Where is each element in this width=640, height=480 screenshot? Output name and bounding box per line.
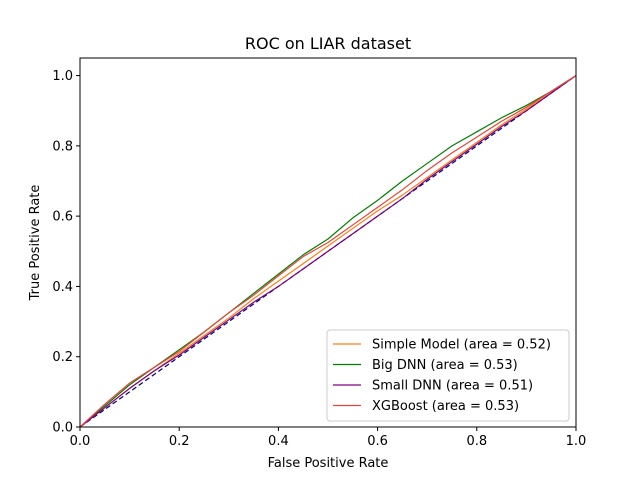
x-axis: 0.0 0.2 0.4 0.6 0.8 1.0 — [70, 427, 587, 449]
legend-label-3: XGBoost (area = 0.53) — [372, 399, 519, 414]
series-line-2 — [79, 75, 577, 428]
y-tick-label: 0.4 — [52, 280, 73, 295]
series-line-3 — [79, 75, 577, 428]
x-tick-label: 0.8 — [466, 434, 487, 449]
x-tick-label: 0.2 — [169, 434, 190, 449]
chart-title: ROC on LIAR dataset — [245, 34, 411, 53]
y-tick-label: 0.6 — [52, 210, 73, 225]
legend-label-1: Big DNN (area = 0.53) — [372, 358, 518, 373]
x-axis-label: False Positive Rate — [268, 456, 389, 471]
x-tick-label: 0.0 — [70, 434, 91, 449]
x-tick-label: 1.0 — [566, 434, 587, 449]
legend-label-2: Small DNN (area = 0.51) — [372, 379, 533, 394]
y-tick-label: 0.2 — [52, 350, 73, 365]
legend-box — [326, 329, 570, 422]
plot-area — [79, 75, 577, 428]
y-axis: 0.0 0.2 0.4 0.6 0.8 1.0 — [52, 69, 80, 436]
y-tick-label: 0.8 — [52, 139, 73, 154]
y-tick-label: 0.0 — [52, 421, 73, 436]
y-tick-label: 1.0 — [52, 69, 73, 84]
legend: Simple Model (area = 0.52) Big DNN (area … — [326, 329, 570, 422]
x-tick-label: 0.4 — [268, 434, 289, 449]
legend-label-0: Simple Model (area = 0.52) — [372, 338, 551, 353]
diagonal-reference-line — [79, 75, 577, 428]
y-axis-label: True Positive Rate — [28, 185, 43, 302]
plot-frame — [79, 57, 577, 428]
x-tick-label: 0.6 — [367, 434, 388, 449]
